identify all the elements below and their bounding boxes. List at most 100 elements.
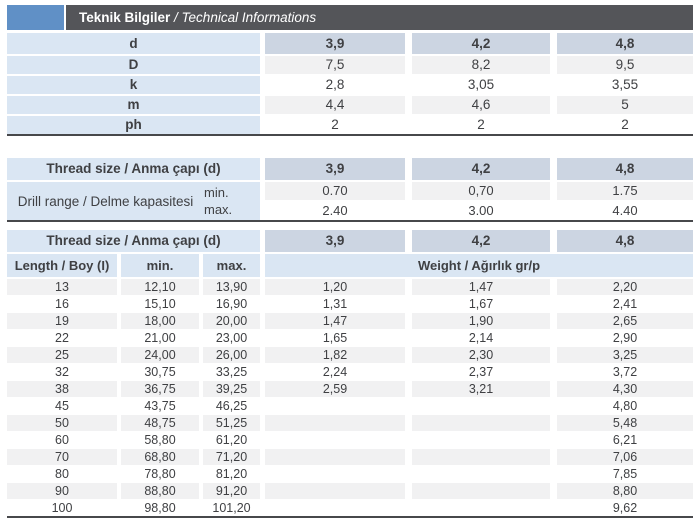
weight-cell xyxy=(412,415,550,431)
value-cell: 3,55 xyxy=(611,77,639,92)
table-row: 19 18,00 20,00 1,47 1,90 2,65 xyxy=(7,313,693,329)
weight-cell: 1,82 xyxy=(265,347,405,363)
table-row: 60 58,80 61,20 6,21 xyxy=(7,432,693,448)
value-cell: 3,05 xyxy=(467,77,495,92)
thread-size-header-cell: Thread size / Anma çapı (d) xyxy=(7,158,260,180)
value-cell: 0,70 xyxy=(412,182,550,200)
max-length-cell: 91,20 xyxy=(203,483,260,499)
table-row: 90 88,80 91,20 8,80 xyxy=(7,483,693,499)
weight-cell xyxy=(412,432,550,448)
value-cell: 2,8 xyxy=(325,77,345,92)
length-cell: 100 xyxy=(51,501,73,515)
min-length-cell: 43,75 xyxy=(144,399,176,413)
value-cell: 9,5 xyxy=(557,56,693,74)
max-length-cell: 101,20 xyxy=(212,501,251,515)
weight-cell xyxy=(412,500,550,516)
size-header-cell: 4,2 xyxy=(412,230,550,252)
drill-range-body: Drill range / Delme kapasitesi min. max.… xyxy=(7,182,693,220)
length-cell: 50 xyxy=(7,415,117,431)
length-cell: 19 xyxy=(7,313,117,329)
max-label: max. xyxy=(204,202,233,217)
min-length-cell: 18,00 xyxy=(121,313,199,329)
length-cell: 22 xyxy=(55,331,69,345)
value-cell: 4.40 xyxy=(612,203,638,218)
weight-cell xyxy=(265,398,405,414)
param-label-cell: ph xyxy=(7,116,260,134)
value-cell: 8,2 xyxy=(412,56,550,74)
min-length-cell: 48,75 xyxy=(121,415,199,431)
table-row: m 4,4 4,6 5 xyxy=(7,96,693,114)
value-cell: 0.70 xyxy=(265,182,405,200)
min-length-cell: 88,80 xyxy=(121,483,199,499)
length-cell: 90 xyxy=(7,483,117,499)
table-row: 38 36,75 39,25 2,59 3,21 4,30 xyxy=(7,381,693,397)
max-length-cell: 16,90 xyxy=(215,297,248,311)
table-row: 25 24,00 26,00 1,82 2,30 3,25 xyxy=(7,347,693,363)
length-cell: 38 xyxy=(7,381,117,397)
weight-cell: 8,80 xyxy=(557,483,693,499)
min-label: min. xyxy=(204,185,229,200)
weight-cell xyxy=(412,449,550,465)
max-length-cell: 81,20 xyxy=(215,467,248,481)
size-header-cell: 3,9 xyxy=(265,230,405,252)
weight-cell: 4,80 xyxy=(612,399,638,413)
weight-cell: 1,67 xyxy=(468,297,494,311)
weight-cell: 2,14 xyxy=(468,331,494,345)
page-title: Teknik Bilgiler / Technical Informations xyxy=(66,5,693,30)
table-row: 13 12,10 13,90 1,20 1,47 2,20 xyxy=(7,279,693,295)
page-title-turkish: Teknik Bilgiler xyxy=(79,10,171,25)
weight-cell xyxy=(265,500,405,516)
min-length-cell: 21,00 xyxy=(144,331,176,345)
table-row: 22 21,00 23,00 1,65 2,14 2,90 xyxy=(7,330,693,346)
weight-column-header: Weight / Ağırlık gr/p xyxy=(265,254,693,277)
weight-cell: 1,90 xyxy=(412,313,550,329)
table-header-row: d 3,9 4,2 4,8 xyxy=(7,33,693,54)
weight-cell: 2,24 xyxy=(322,365,348,379)
weight-cell: 2,20 xyxy=(557,279,693,295)
size-header-cell: 4,8 xyxy=(557,230,693,252)
table-row: ph 2 2 2 xyxy=(7,116,693,134)
value-cell: 7,5 xyxy=(265,56,405,74)
length-weight-rows: 13 12,10 13,90 1,20 1,47 2,20 16 15,10 16,90 1,31… xyxy=(7,279,693,516)
parameters-table: d 3,9 4,2 4,8 D 7,5 8,2 9,5 k 2,8 3,05 3… xyxy=(7,33,693,136)
weight-cell: 2,37 xyxy=(468,365,494,379)
title-bar: Teknik Bilgiler / Technical Informations xyxy=(7,5,693,30)
max-column-header: max. xyxy=(203,254,260,277)
max-length-cell: 13,90 xyxy=(203,279,260,295)
weight-cell xyxy=(265,415,405,431)
table-header-row: Thread size / Anma çapı (d) 3,9 4,2 4,8 xyxy=(7,158,693,180)
thread-size-header-cell: Thread size / Anma çapı (d) xyxy=(7,230,260,252)
max-length-cell: 51,25 xyxy=(203,415,260,431)
column-header-row: Length / Boy (I) min. max. Weight / Ağır… xyxy=(7,254,693,277)
min-length-cell: 12,10 xyxy=(121,279,199,295)
table-row: 100 98,80 101,20 9,62 xyxy=(7,500,693,516)
length-cell: 32 xyxy=(55,365,69,379)
min-length-cell: 58,80 xyxy=(144,433,176,447)
length-cell: 60 xyxy=(55,433,69,447)
max-length-cell: 23,00 xyxy=(215,331,248,345)
weight-cell: 3,72 xyxy=(612,365,638,379)
weight-cell: 4,30 xyxy=(557,381,693,397)
weight-cell: 3,25 xyxy=(557,347,693,363)
length-cell: 13 xyxy=(7,279,117,295)
table-row: 0.70 0,70 1.75 xyxy=(260,182,693,200)
weight-cell: 5,48 xyxy=(557,415,693,431)
min-column-header: min. xyxy=(121,254,199,277)
table-row: 32 30,75 33,25 2,24 2,37 3,72 xyxy=(7,364,693,380)
weight-cell: 6,21 xyxy=(612,433,638,447)
weight-cell: 1,47 xyxy=(412,279,550,295)
min-length-cell: 68,80 xyxy=(121,449,199,465)
length-cell: 80 xyxy=(55,467,69,481)
table-row: 80 78,80 81,20 7,85 xyxy=(7,466,693,482)
min-length-cell: 24,00 xyxy=(121,347,199,363)
drill-range-values: 0.70 0,70 1.75 2.40 3.00 4.40 xyxy=(260,182,693,220)
table-row: k 2,8 3,05 3,55 xyxy=(7,76,693,94)
param-label-cell: m xyxy=(7,96,260,114)
weight-cell: 2,41 xyxy=(612,297,638,311)
max-length-cell: 61,20 xyxy=(215,433,248,447)
param-label-cell: D xyxy=(7,56,260,74)
min-length-cell: 78,80 xyxy=(144,467,176,481)
length-weight-table: Thread size / Anma çapı (d) 3,9 4,2 4,8 … xyxy=(7,230,693,518)
table-header-row: Thread size / Anma çapı (d) 3,9 4,2 4,8 xyxy=(7,230,693,252)
